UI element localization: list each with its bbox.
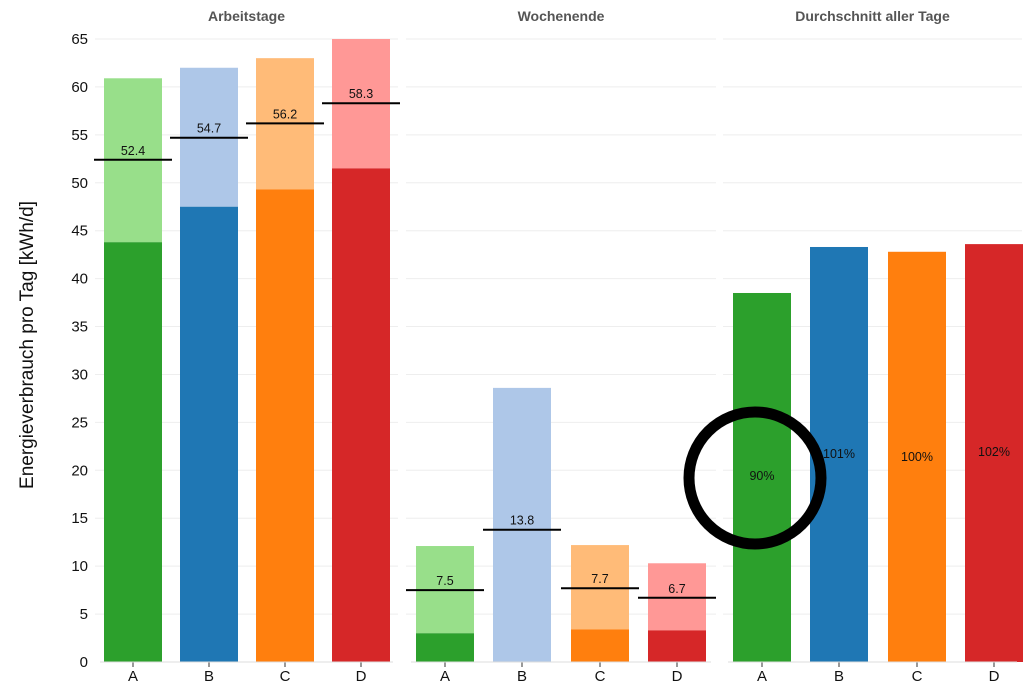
y-tick-label: 50 — [71, 175, 88, 192]
y-tick-label: 0 — [80, 654, 88, 671]
bar-lower-d — [648, 630, 706, 662]
bar-average-c — [888, 251, 946, 663]
panel-title: Wochenende — [518, 8, 605, 24]
x-tick-label: B — [834, 668, 844, 684]
x-tick-label: C — [280, 668, 291, 684]
y-tick-label: 65 — [71, 31, 88, 48]
annotation-layer — [683, 406, 827, 550]
y-tick-label: 55 — [71, 127, 88, 144]
bar-layer — [104, 39, 1023, 663]
x-tick-label: A — [757, 668, 767, 684]
mean-value-label: 6.7 — [668, 582, 685, 596]
percent-label: 100% — [901, 450, 933, 464]
x-tick-label: D — [356, 668, 367, 684]
mean-value-label: 13.8 — [510, 514, 534, 528]
percent-label: 101% — [823, 447, 855, 461]
mean-value-label: 54.7 — [197, 122, 221, 136]
x-tick-label: D — [672, 668, 683, 684]
bar-average-a — [733, 292, 791, 662]
mean-value-label: 58.3 — [349, 87, 373, 101]
bar-lower-c — [256, 189, 314, 662]
y-tick-label: 15 — [71, 510, 88, 527]
x-tick-label: A — [440, 668, 450, 684]
y-tick-label: 5 — [80, 606, 88, 623]
y-tick-label: 30 — [71, 366, 88, 383]
x-tick-label: B — [204, 668, 214, 684]
y-tick-label: 25 — [71, 414, 88, 431]
bar-lower-b — [180, 206, 238, 662]
y-axis-label: Energieverbrauch pro Tag [kWh/d] — [17, 201, 38, 489]
label-layer: Arbeitstage 52.4 54.7 56.2 58.3 Wochenende 7.5… — [121, 8, 1010, 596]
highlight-circle — [683, 406, 827, 550]
mean-value-label: 7.5 — [436, 574, 453, 588]
bar-lower-d — [332, 168, 390, 662]
bar-lower-a — [416, 633, 474, 662]
percent-label: 102% — [978, 445, 1010, 459]
panel-title: Durchschnitt aller Tage — [795, 8, 950, 24]
y-tick-label: 45 — [71, 223, 88, 240]
x-tick-label: C — [595, 668, 606, 684]
y-tick-label: 20 — [71, 462, 88, 479]
bar-lower-a — [104, 242, 162, 662]
mean-value-label: 52.4 — [121, 144, 145, 158]
y-tick-label: 60 — [71, 79, 88, 96]
x-tick-label: B — [517, 668, 527, 684]
x-tick-label: C — [912, 668, 923, 684]
mean-value-label: 56.2 — [273, 107, 297, 121]
bar-average-d — [965, 244, 1023, 662]
percent-label: 90% — [749, 469, 774, 483]
bar-lower-c — [571, 629, 629, 662]
y-tick-label: 40 — [71, 271, 88, 288]
bar-upper-b — [493, 387, 551, 662]
y-tick-label: 35 — [71, 319, 88, 336]
y-tick-label: 10 — [71, 558, 88, 575]
mean-line-layer — [94, 102, 716, 599]
x-tick-label: A — [128, 668, 138, 684]
axis-layer: 0 5 10 15 20 25 30 35 40 45 50 55 60 65 A B C D A B C D A B C D — [71, 31, 1017, 684]
x-tick-label: D — [989, 668, 1000, 684]
panel-title: Arbeitstage — [208, 8, 285, 24]
mean-value-label: 7.7 — [591, 572, 608, 586]
